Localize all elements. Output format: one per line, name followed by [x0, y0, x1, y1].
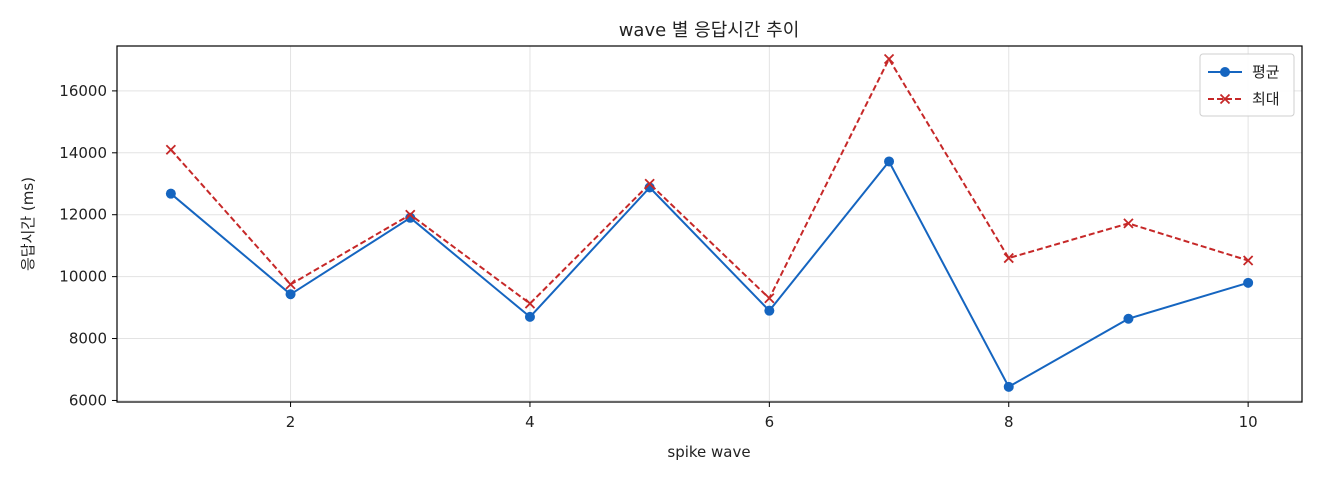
y-tick-label: 6000 — [69, 391, 107, 409]
x-axis-ticks: 2 4 6 8 10 — [286, 402, 1258, 431]
grid-lines — [117, 46, 1302, 402]
data-point — [285, 289, 296, 300]
y-tick-label: 14000 — [59, 144, 107, 162]
x-tick-label: 8 — [1004, 413, 1014, 431]
plot-frame — [116, 45, 1303, 403]
x-tick-label: 4 — [525, 413, 535, 431]
data-point — [165, 144, 177, 155]
series-group — [165, 53, 1254, 392]
data-point — [1243, 277, 1254, 288]
legend-box — [1199, 53, 1295, 117]
data-point — [1003, 381, 1014, 392]
data-point — [405, 209, 416, 220]
x-axis-label: spike wave — [667, 443, 750, 461]
data-point — [1003, 252, 1014, 264]
series-line — [170, 58, 1249, 305]
data-point — [285, 279, 296, 290]
data-point — [884, 156, 895, 167]
chart-title: wave 별 응답시간 추이 — [619, 20, 800, 41]
data-point — [1123, 218, 1134, 229]
series-2 — [165, 53, 1254, 309]
data-point — [524, 298, 536, 309]
y-tick-label: 16000 — [59, 82, 107, 100]
legend-swatch-marker — [1219, 93, 1231, 105]
data-point — [644, 178, 655, 189]
x-tick-label: 10 — [1239, 413, 1258, 431]
data-point — [764, 293, 775, 304]
series-line — [170, 160, 1249, 388]
y-axis-label: 응답시간 (ms) — [19, 177, 37, 271]
x-tick-label: 2 — [286, 413, 296, 431]
data-point — [883, 53, 895, 65]
legend-swatch-marker — [1220, 67, 1230, 77]
data-point — [165, 188, 176, 199]
data-point — [1243, 255, 1254, 266]
data-point — [524, 311, 535, 322]
series-1 — [165, 156, 1254, 392]
data-point — [764, 305, 775, 316]
y-axis-ticks: 6000 8000 10000 12000 14000 16000 — [59, 82, 117, 409]
y-tick-label: 8000 — [69, 330, 107, 348]
legend-label: 평균 — [1252, 63, 1280, 81]
data-point — [1123, 313, 1134, 324]
y-tick-label: 10000 — [59, 268, 107, 286]
x-tick-label: 6 — [765, 413, 775, 431]
legend-label: 최대 — [1252, 90, 1280, 108]
y-tick-label: 12000 — [59, 206, 107, 224]
